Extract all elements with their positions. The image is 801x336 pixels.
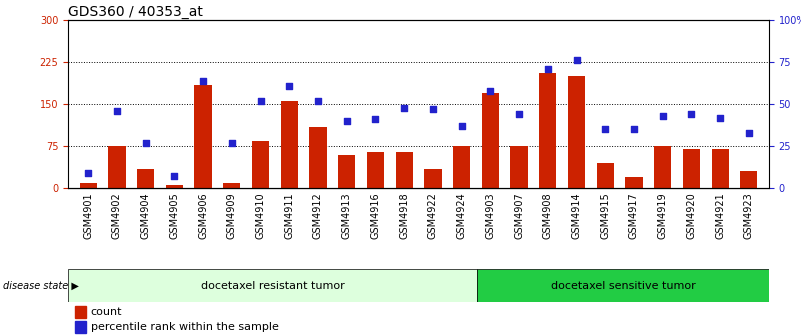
Text: GSM4901: GSM4901 [83,192,93,239]
Point [627,127,640,132]
Bar [280,101,298,188]
Bar [166,185,183,188]
Text: GSM4920: GSM4920 [686,192,696,239]
Bar [68,269,477,302]
Bar [425,169,441,188]
Text: GSM4917: GSM4917 [629,192,639,239]
Bar [75,306,86,318]
Bar [367,152,384,188]
Bar [223,182,240,188]
Text: GSM4906: GSM4906 [198,192,208,239]
Text: GSM4902: GSM4902 [112,192,122,239]
Bar [252,140,269,188]
Point [254,98,267,103]
Bar [740,171,758,188]
Point [685,112,698,117]
Bar [626,177,642,188]
Text: GSM4905: GSM4905 [169,192,179,239]
Bar [75,321,86,333]
Text: GSM4916: GSM4916 [370,192,380,239]
Point [82,170,95,176]
Text: GSM4904: GSM4904 [141,192,151,239]
Point [656,113,669,119]
Point [283,83,296,88]
Bar [510,146,528,188]
Bar [137,169,155,188]
Text: GSM4910: GSM4910 [256,192,266,239]
Text: docetaxel resistant tumor: docetaxel resistant tumor [200,281,344,291]
Text: GSM4918: GSM4918 [399,192,409,239]
Text: GSM4919: GSM4919 [658,192,668,239]
Text: GSM4921: GSM4921 [715,192,725,239]
Point [168,174,181,179]
Text: GSM4912: GSM4912 [313,192,323,239]
Bar [453,146,470,188]
Bar [539,73,557,188]
Text: GDS360 / 40353_at: GDS360 / 40353_at [68,5,203,19]
Text: GSM4903: GSM4903 [485,192,495,239]
Point [599,127,612,132]
Point [139,140,152,145]
Bar [682,149,700,188]
Point [369,117,382,122]
Bar [309,127,327,188]
Point [714,115,727,120]
Bar [481,93,499,188]
Text: disease state ▶: disease state ▶ [3,281,79,291]
Text: count: count [91,307,122,317]
Point [398,105,411,110]
Text: GSM4915: GSM4915 [600,192,610,239]
Bar [338,155,356,188]
Bar [108,146,126,188]
Point [426,107,439,112]
Text: GSM4914: GSM4914 [571,192,582,239]
Point [541,66,554,72]
Point [743,130,755,135]
Point [455,123,468,129]
Text: GSM4909: GSM4909 [227,192,237,239]
Text: docetaxel sensitive tumor: docetaxel sensitive tumor [550,281,695,291]
Text: GSM4911: GSM4911 [284,192,294,239]
Bar [654,146,671,188]
Text: GSM4907: GSM4907 [514,192,524,239]
Point [225,140,238,145]
Text: GSM4922: GSM4922 [428,192,438,239]
Bar [396,152,413,188]
Point [340,118,353,124]
Text: GSM4913: GSM4913 [342,192,352,239]
Bar [711,149,729,188]
Text: GSM4908: GSM4908 [543,192,553,239]
Point [570,58,583,63]
Bar [568,76,585,188]
Point [513,112,525,117]
Point [197,78,210,83]
Text: GSM4923: GSM4923 [744,192,754,239]
Bar [79,182,97,188]
Bar [195,85,211,188]
Bar [477,269,769,302]
Point [111,108,123,114]
Text: percentile rank within the sample: percentile rank within the sample [91,322,279,332]
Bar [597,163,614,188]
Text: GSM4924: GSM4924 [457,192,467,239]
Point [312,98,324,103]
Point [484,88,497,93]
